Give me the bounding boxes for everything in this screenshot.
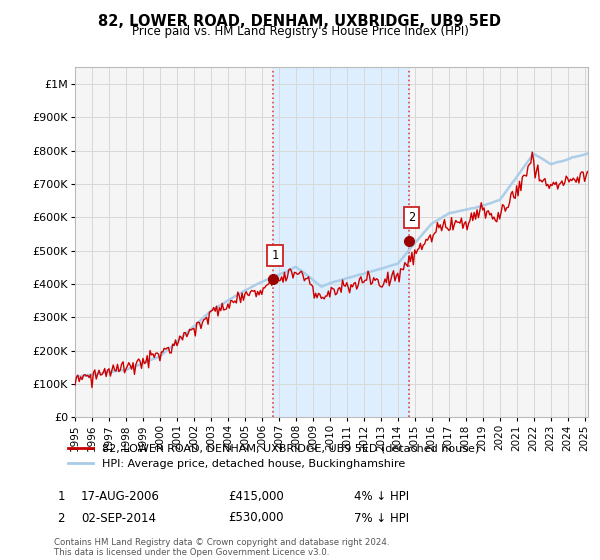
Text: Price paid vs. HM Land Registry's House Price Index (HPI): Price paid vs. HM Land Registry's House … xyxy=(131,25,469,38)
Text: £530,000: £530,000 xyxy=(228,511,284,525)
Text: 02-SEP-2014: 02-SEP-2014 xyxy=(81,511,156,525)
Text: 2: 2 xyxy=(408,211,415,223)
Legend: 82, LOWER ROAD, DENHAM, UXBRIDGE, UB9 5ED (detached house), HPI: Average price, : 82, LOWER ROAD, DENHAM, UXBRIDGE, UB9 5E… xyxy=(65,440,482,473)
Text: 1: 1 xyxy=(58,489,65,503)
Text: 82, LOWER ROAD, DENHAM, UXBRIDGE, UB9 5ED: 82, LOWER ROAD, DENHAM, UXBRIDGE, UB9 5E… xyxy=(98,14,502,29)
Text: 17-AUG-2006: 17-AUG-2006 xyxy=(81,489,160,503)
Text: Contains HM Land Registry data © Crown copyright and database right 2024.
This d: Contains HM Land Registry data © Crown c… xyxy=(54,538,389,557)
Text: 2: 2 xyxy=(58,511,65,525)
Text: 4% ↓ HPI: 4% ↓ HPI xyxy=(354,489,409,503)
Text: 1: 1 xyxy=(272,249,278,262)
Text: £415,000: £415,000 xyxy=(228,489,284,503)
Text: 7% ↓ HPI: 7% ↓ HPI xyxy=(354,511,409,525)
Bar xyxy=(272,67,409,417)
